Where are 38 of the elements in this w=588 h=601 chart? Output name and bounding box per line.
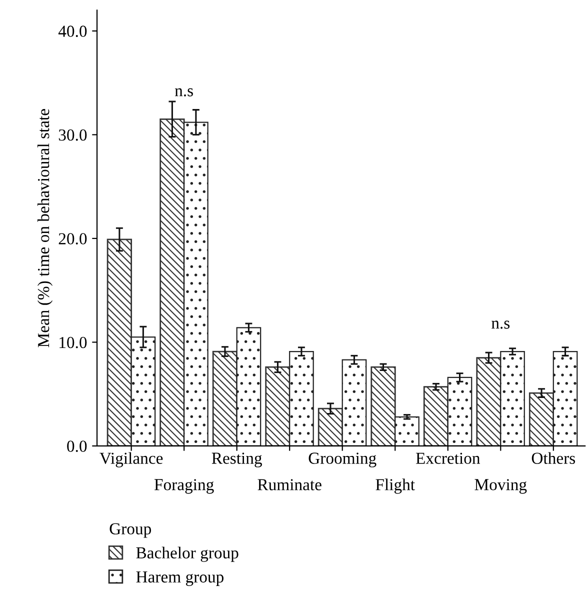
y-tick-label: 40.0 — [58, 26, 87, 37]
x-tick-label: Moving — [474, 479, 527, 494]
y-tick-label: 10.0 — [60, 336, 87, 348]
x-tick-label: Grooming — [308, 452, 376, 468]
bar — [370, 366, 396, 446]
bar — [423, 386, 449, 446]
legend-label: Harem group — [136, 571, 224, 586]
x-tick-label: Foraging — [154, 479, 214, 494]
bar — [106, 238, 132, 446]
bar — [394, 416, 420, 446]
legend-title: Group — [110, 523, 152, 538]
bar — [212, 350, 238, 446]
x-tick-label: Ruminate — [258, 479, 322, 490]
bar — [552, 350, 578, 446]
x-tick-label: Resting — [212, 452, 262, 468]
y-tick-label: 30.0 — [58, 129, 87, 141]
bar — [318, 408, 344, 446]
y-tick-label: 20.0 — [58, 233, 87, 244]
bar — [342, 359, 367, 446]
annotation: n.s — [492, 320, 510, 329]
legend-label: Bachelor group — [136, 546, 238, 562]
y-axis-title: Mean (%) time on behavioural state — [37, 109, 53, 348]
y-tick-label: 0.0 — [67, 440, 87, 452]
bar — [265, 366, 290, 446]
annotation: n.s — [174, 88, 193, 96]
bar — [528, 392, 554, 446]
bar — [160, 118, 185, 446]
x-tick-label: Flight — [376, 478, 415, 494]
bar — [236, 327, 262, 446]
x-tick-label: Vigilance — [100, 452, 163, 468]
x-tick-label: Others — [532, 452, 576, 464]
bar — [500, 350, 525, 446]
bar — [289, 350, 314, 446]
bar — [184, 122, 208, 446]
bar — [476, 357, 502, 446]
bar — [130, 336, 156, 446]
x-tick-label: Excretion — [416, 452, 480, 464]
bar — [447, 376, 472, 446]
